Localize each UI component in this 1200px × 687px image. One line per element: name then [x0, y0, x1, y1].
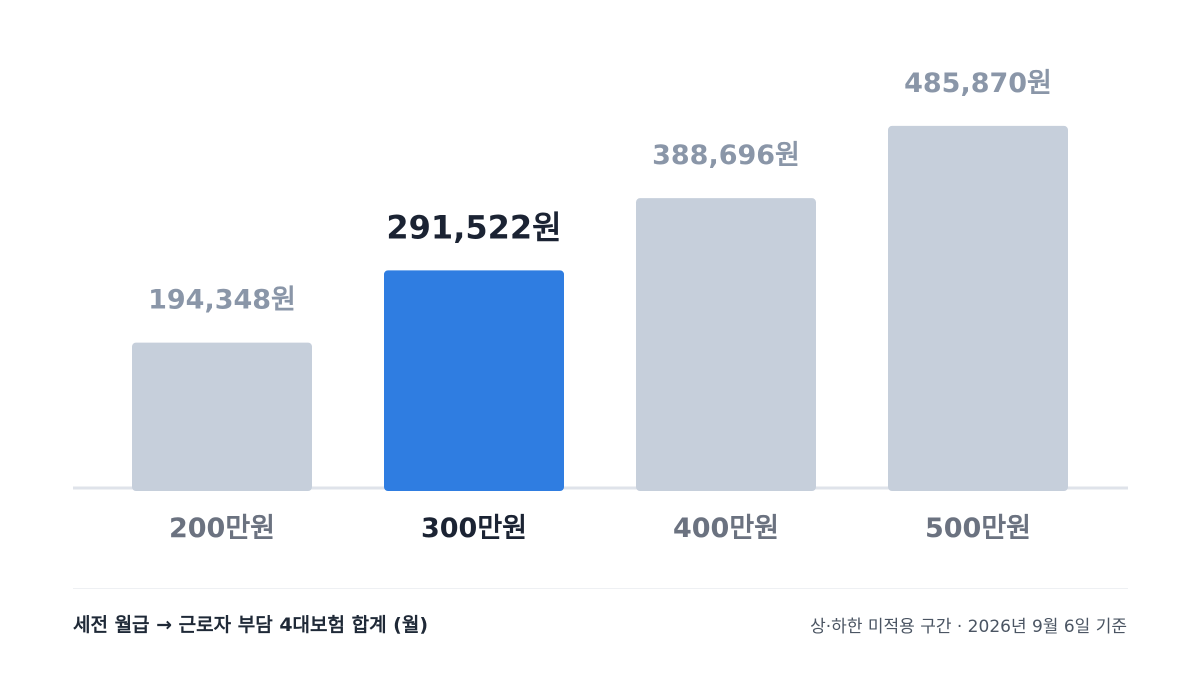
footer-divider [73, 588, 1128, 589]
value-label-0: 194,348원 [148, 285, 296, 316]
value-label-1: 291,522원 [386, 208, 561, 246]
value-label-3: 485,870원 [904, 68, 1052, 99]
bar-base-1 [384, 481, 564, 487]
category-label-3: 500만원 [925, 513, 1031, 544]
value-label-2: 388,696원 [652, 140, 800, 171]
bar-1 [384, 270, 564, 491]
bar-3 [888, 125, 1068, 492]
bar-base-0 [132, 481, 312, 487]
bar-2 [636, 198, 816, 492]
category-label-2: 400만원 [673, 513, 779, 544]
category-label-0: 200만원 [169, 513, 275, 544]
bar-base-3 [888, 481, 1068, 487]
category-label-1: 300만원 [421, 513, 527, 544]
chart-note: 상·하한 미적용 구간 · 2026년 9월 6일 기준 [810, 617, 1127, 637]
bar-base-2 [636, 481, 816, 487]
bar-0 [132, 342, 312, 491]
chart-caption: 세전 월급 → 근로자 부담 4대보험 합계 (월) [73, 614, 429, 636]
